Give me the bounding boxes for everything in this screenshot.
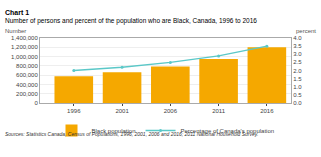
svg-text:3.5: 3.5 <box>293 43 302 49</box>
svg-text:1,400,000: 1,400,000 <box>11 35 38 41</box>
svg-text:Chart 1: Chart 1 <box>5 9 29 16</box>
svg-text:0.5: 0.5 <box>293 92 302 98</box>
svg-text:Sources: Statistics Canada, Ce: Sources: Statistics Canada, Census of Po… <box>5 131 258 137</box>
svg-text:Black population: Black population <box>92 128 136 134</box>
svg-text:percent: percent <box>296 28 316 34</box>
svg-text:4.0: 4.0 <box>293 35 302 41</box>
svg-text:1.0: 1.0 <box>293 84 302 90</box>
svg-text:2.0: 2.0 <box>293 68 302 74</box>
svg-text:2016: 2016 <box>260 108 274 114</box>
svg-text:2001: 2001 <box>115 108 129 114</box>
svg-text:0: 0 <box>34 100 38 106</box>
svg-text:3.0: 3.0 <box>293 51 302 57</box>
svg-text:Number of persons and percent: Number of persons and percent of the pop… <box>5 17 257 25</box>
svg-text:400,000: 400,000 <box>16 82 38 88</box>
svg-text:2011: 2011 <box>212 108 226 114</box>
svg-text:800,000: 800,000 <box>16 63 38 69</box>
svg-text:200,000: 200,000 <box>16 91 38 97</box>
svg-text:Percentage of Canada's populat: Percentage of Canada's population <box>181 128 275 134</box>
svg-text:Number: Number <box>5 28 26 34</box>
svg-text:0.0: 0.0 <box>293 100 302 106</box>
svg-text:1,200,000: 1,200,000 <box>11 44 38 50</box>
svg-text:1.5: 1.5 <box>293 76 302 82</box>
svg-text:600,000: 600,000 <box>16 72 38 78</box>
svg-text:2006: 2006 <box>164 108 178 114</box>
svg-text:1,000,000: 1,000,000 <box>11 54 38 60</box>
svg-text:1996: 1996 <box>67 108 81 114</box>
svg-text:2.5: 2.5 <box>293 59 302 65</box>
